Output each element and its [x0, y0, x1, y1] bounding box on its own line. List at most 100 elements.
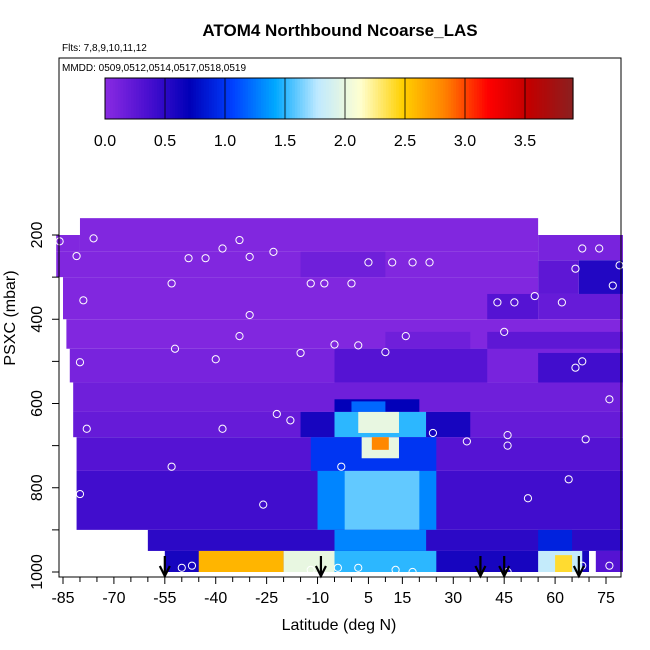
colorbar-segment: [292, 78, 296, 119]
colorbar-segment: [484, 78, 488, 119]
colorbar-segment: [510, 78, 514, 119]
x-tick-label: 45: [495, 590, 513, 607]
x-tick-label: -25: [255, 590, 278, 607]
heatmap-cell: [487, 293, 539, 320]
data-point: [306, 565, 315, 574]
heatmap-cell: [334, 550, 437, 572]
colorbar-segment: [539, 78, 543, 119]
colorbar-segment: [125, 78, 129, 119]
colorbar-segment: [339, 78, 343, 119]
colorbar-segment: [320, 78, 324, 119]
colorbar-segment: [515, 78, 519, 119]
y-axis-label: PSXC (mbar): [2, 270, 19, 365]
colorbar-segment: [440, 78, 444, 119]
y-tick-label: 600: [29, 390, 46, 417]
colorbar-segment: [289, 78, 293, 119]
heatmap-cell: [426, 411, 471, 438]
data-point: [625, 329, 634, 339]
colorbar-segment: [326, 78, 330, 119]
colorbar-segment: [232, 78, 236, 119]
colorbar-segment: [502, 78, 506, 119]
x-tick-label: -70: [102, 590, 125, 607]
flights-subtitle: Flts: 7,8,9,10,11,12: [62, 43, 147, 54]
colorbar-segment: [536, 78, 540, 119]
y-tick-label: 200: [29, 222, 46, 249]
arrow-marker: [314, 556, 327, 579]
colorbar-segment: [253, 78, 257, 119]
data-point: [333, 563, 342, 572]
colorbar-segment: [216, 78, 220, 119]
colorbar-segment: [310, 78, 314, 119]
x-tick-label: 15: [393, 590, 411, 607]
colorbar-segment: [427, 78, 431, 119]
colorbar-segment: [209, 78, 213, 119]
data-point: [425, 258, 434, 267]
colorbar-segment: [359, 78, 363, 119]
data-point: [381, 348, 390, 357]
colorbar-segment: [461, 78, 465, 119]
data-point: [354, 341, 363, 350]
heatmap-cell: [595, 550, 623, 572]
x-axis-label: Latitude (deg N): [282, 617, 397, 634]
colorbar-segment: [378, 78, 382, 119]
colorbar-segment: [375, 78, 379, 119]
colorbar-segment: [107, 78, 111, 119]
plot-frame: [58, 57, 622, 578]
heatmap-cell: [300, 251, 386, 278]
data-point: [408, 567, 417, 577]
x-tick-label: -40: [204, 590, 227, 607]
colorbar-segment: [297, 78, 301, 119]
colorbar-segment: [370, 78, 374, 119]
colorbar-segment: [242, 78, 246, 119]
colorbar-segment: [123, 78, 127, 119]
colorbar-tick-label: 2.5: [394, 133, 416, 150]
colorbar-segment: [328, 78, 332, 119]
colorbar-segment: [250, 78, 254, 119]
data-point: [493, 298, 502, 307]
data-point: [75, 358, 85, 367]
data-point: [364, 258, 373, 267]
heatmap-cell: [198, 550, 284, 572]
colorbar-segment: [534, 78, 538, 119]
data-point: [170, 344, 180, 353]
heatmap-cell: [371, 437, 389, 450]
data-point: [201, 254, 210, 263]
colorbar-segment: [214, 78, 218, 119]
colorbar-tick-label: 3.5: [514, 133, 536, 150]
data-point: [632, 561, 641, 570]
data-point: [391, 565, 400, 574]
colorbar-segment: [466, 78, 470, 119]
colorbar-segment: [237, 78, 241, 119]
heatmap-cell: [283, 550, 335, 572]
heatmap-cell: [334, 348, 488, 383]
colorbar-segment: [557, 78, 561, 119]
data-point: [167, 279, 176, 288]
dates-subtitle: MMDD: 0509,0512,0514,0517,0518,0519: [62, 63, 246, 74]
colorbar-segment: [281, 78, 285, 119]
colorbar-segment: [474, 78, 478, 119]
data-point: [72, 251, 81, 261]
colorbar-segment: [372, 78, 376, 119]
heatmap-cell: [487, 331, 623, 353]
colorbar-segment: [206, 78, 210, 119]
colorbar-segment: [146, 78, 150, 119]
data-point: [428, 428, 438, 438]
colorbar-segment: [138, 78, 142, 119]
data-point: [595, 244, 604, 253]
colorbar-segment: [110, 78, 114, 119]
colorbar-segment: [549, 78, 553, 119]
colorbar-segment: [489, 78, 493, 119]
colorbar-segment: [318, 78, 322, 119]
arrow-marker: [158, 556, 171, 579]
colorbar-segment: [115, 78, 119, 119]
colorbar-segment: [222, 78, 226, 119]
colorbar-segment: [552, 78, 556, 119]
colorbar-segment: [128, 78, 132, 119]
data-point: [530, 291, 539, 301]
data-point: [605, 561, 614, 570]
colorbar-segment: [287, 78, 291, 119]
data-point: [79, 296, 88, 305]
colorbar-segment: [505, 78, 509, 119]
colorbar-segment: [180, 78, 184, 119]
